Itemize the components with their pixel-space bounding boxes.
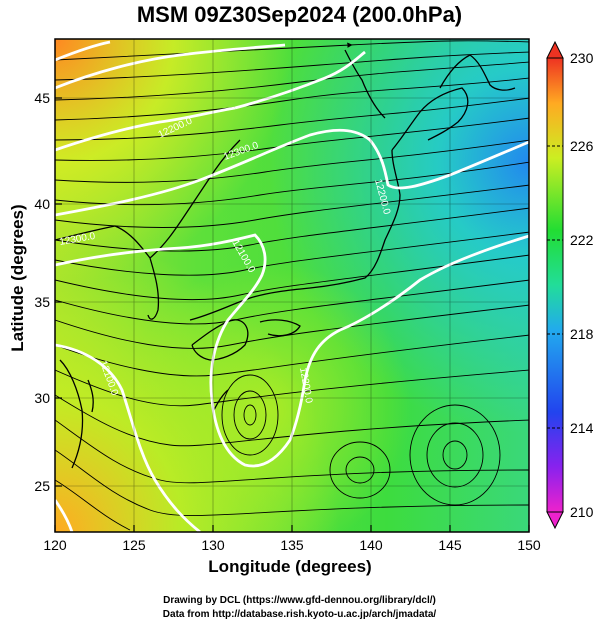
colorbar-tick-218: 218: [570, 326, 594, 342]
x-tick-125: 125: [122, 537, 146, 553]
credit-line-data: Data from http://database.rish.kyoto-u.a…: [162, 609, 437, 620]
colorbar-tick-222: 222: [570, 232, 594, 248]
colorbar-tick-214: 214: [570, 420, 594, 436]
axis-tick-marks: [54, 97, 530, 532]
coastlines: [55, 49, 516, 469]
x-tick-145: 145: [438, 537, 462, 553]
x-tick-140: 140: [359, 537, 383, 553]
colorbar-tick-226: 226: [570, 138, 594, 154]
x-tick-labels: 120 125 130 135 140 145 150: [43, 537, 541, 553]
x-tick-135: 135: [280, 537, 304, 553]
y-axis-label: Latitude (degrees): [8, 204, 27, 352]
y-tick-labels: 25 30 35 40 45: [34, 90, 50, 494]
map-title: MSM 09Z30Sep2024 (200.0hPa): [136, 2, 463, 27]
colorbar-tick-210: 210: [570, 504, 594, 520]
colorbar-tick-230: 230: [570, 50, 594, 66]
y-tick-45: 45: [34, 90, 50, 106]
colorbar-scale: [546, 57, 564, 513]
y-tick-25: 25: [34, 478, 50, 494]
y-tick-40: 40: [34, 196, 50, 212]
y-tick-30: 30: [34, 390, 50, 406]
height-contours: [55, 40, 529, 532]
colorbar-max-triangle: [546, 40, 564, 59]
x-tick-150: 150: [517, 537, 541, 553]
y-tick-35: 35: [34, 294, 50, 310]
x-axis-label: Longitude (degrees): [208, 557, 372, 576]
credit-line-drawing: Drawing by DCL (https://www.gfd-dennou.o…: [163, 595, 436, 606]
colorbar: 230 226 222 218 214 210: [546, 40, 594, 530]
colorbar-min-triangle: [546, 511, 564, 530]
grid-lines: [55, 39, 529, 532]
x-tick-130: 130: [201, 537, 225, 553]
x-tick-120: 120: [43, 537, 67, 553]
